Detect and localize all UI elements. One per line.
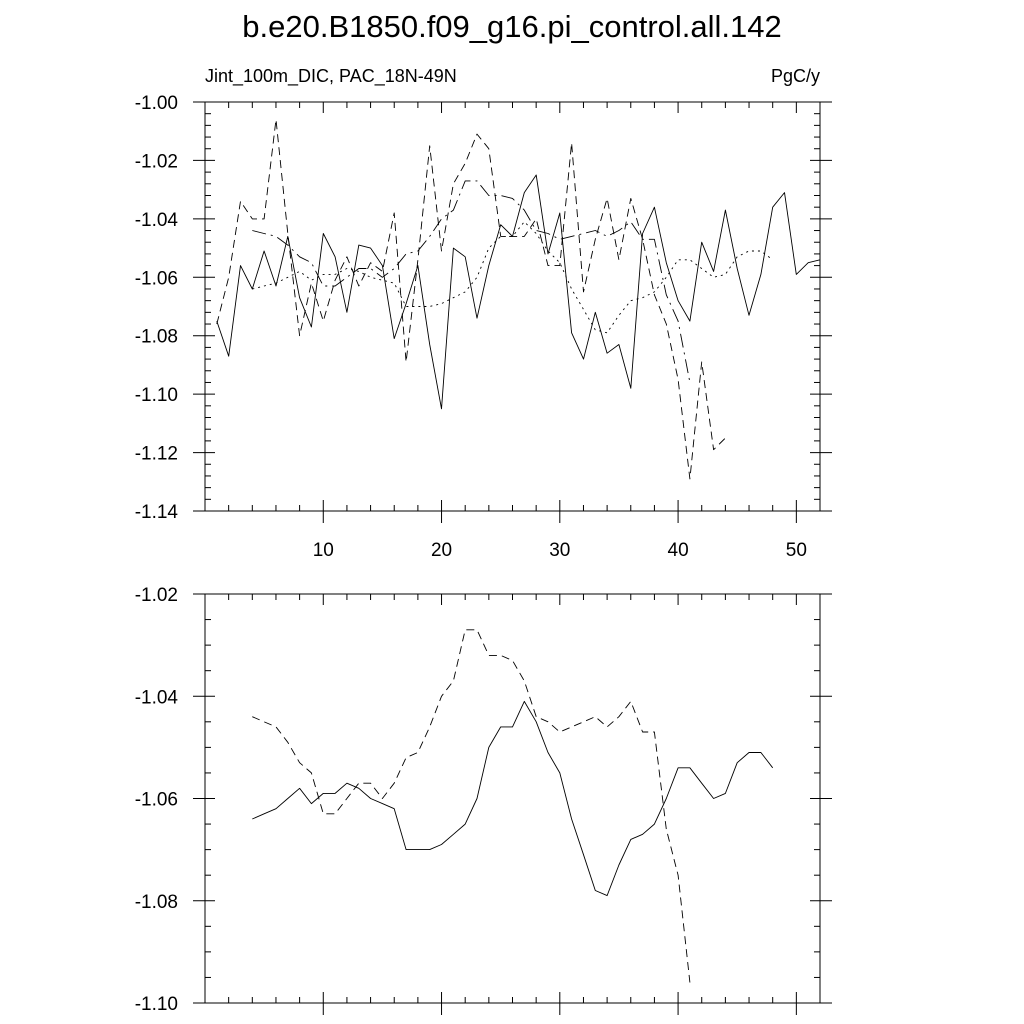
chart-subtitle-left: Jint_100m_DIC, PAC_18N-49N [205,66,457,87]
x-tick-label: 50 [786,540,807,561]
x-tick-label: 30 [549,540,570,561]
y-tick-label: -1.02 [135,151,178,172]
series-line-dashed [216,119,726,480]
y-tick-label: -1.00 [135,93,178,114]
chart-title: b.e20.B1850.f09_g16.pi_control.all.142 [242,9,782,44]
y-tick-label: -1.08 [135,892,178,913]
y-tick-label: -1.02 [135,585,178,606]
y-tick-label: -1.08 [135,327,178,348]
y-tick-label: -1.04 [135,687,179,708]
y-tick-label: -1.14 [135,502,179,523]
x-tick-label: 10 [313,540,334,561]
x-tick-label: 20 [431,540,452,561]
chart-units: PgC/y [771,66,820,86]
plot-frame [204,593,821,1004]
y-tick-label: -1.12 [135,444,178,465]
series-line-solid [252,700,774,897]
y-tick-label: -1.06 [135,790,178,811]
series-line-solid [216,174,821,410]
panel-top: 10 20 30 40 50 -1.14 -1.12 -1.10 -1.08 -1.06 -1.04… [135,93,832,561]
plot-frame [204,101,821,512]
y-tick-label: -1.10 [135,385,178,406]
y-tick-label: -1.06 [135,268,178,289]
x-tick-label: 40 [668,540,689,561]
series-line-long-dash [252,180,691,383]
y-tick-label: -1.10 [135,994,178,1015]
y-tick-label: -1.04 [135,210,179,231]
series-line-dotted [252,221,773,334]
panel-bottom: -1.10 -1.08 -1.06 -1.04 -1.02 [135,585,832,1015]
series-line-dashed [252,629,691,983]
